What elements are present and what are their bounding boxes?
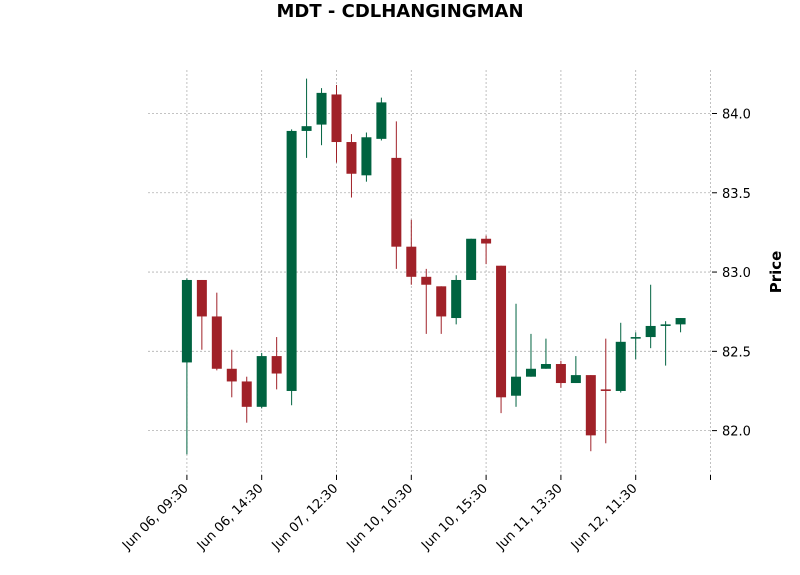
candle-body	[361, 137, 372, 176]
candle-body	[346, 142, 357, 174]
candle-body	[481, 238, 492, 244]
candle-down	[226, 349, 237, 398]
x-tick-label: Jun 06, 14:30	[194, 481, 267, 554]
candle-body	[211, 316, 222, 369]
y-tick-label: 82.5	[722, 345, 751, 360]
candle-down	[241, 376, 252, 423]
candle-down	[436, 286, 447, 334]
candle-layer	[181, 78, 686, 455]
candle-up	[525, 333, 536, 377]
candle-down	[391, 121, 402, 269]
candle-up	[316, 88, 327, 146]
candle-body	[406, 246, 417, 277]
candle-up	[615, 322, 626, 393]
y-tick-label: 83.5	[722, 187, 751, 202]
x-tick-label: Jun 06, 09:30	[119, 481, 192, 554]
x-tick-label: Jun 10, 10:30	[343, 481, 416, 554]
candle-body	[226, 368, 237, 382]
candle-up	[301, 78, 312, 158]
y-tick-label: 82.0	[722, 425, 751, 440]
candle-body	[511, 376, 522, 396]
candle-body	[675, 318, 686, 325]
candle-body	[525, 368, 536, 377]
candle-up	[181, 278, 192, 455]
x-tick-label: Jun 12, 11:30	[568, 481, 641, 554]
candle-body	[271, 356, 282, 374]
candle-body	[331, 94, 342, 143]
candle-up	[570, 356, 581, 384]
candle-up	[511, 303, 522, 407]
y-axis-label: Price	[767, 251, 785, 294]
candle-body	[376, 102, 387, 139]
candle-body	[286, 130, 297, 391]
candle-body	[421, 276, 432, 285]
candle-up	[675, 318, 686, 333]
candle-down	[271, 337, 282, 390]
candle-down	[211, 292, 222, 371]
candle-body	[301, 126, 312, 131]
candle-up	[660, 321, 671, 366]
candle-down	[331, 84, 342, 163]
candle-body	[570, 375, 581, 384]
y-tick-label: 84.0	[722, 107, 751, 122]
candle-body	[660, 324, 671, 326]
candle-body	[555, 364, 566, 384]
candle-up	[630, 332, 641, 360]
candle-body	[451, 279, 462, 319]
candle-body	[391, 157, 402, 247]
grid-layer	[148, 70, 712, 475]
candle-up	[540, 338, 551, 369]
candle-body	[436, 286, 447, 317]
x-tick-label: Jun 07, 12:30	[269, 481, 342, 554]
candle-down	[496, 265, 507, 414]
candle-body	[241, 381, 252, 407]
candle-up	[361, 132, 372, 182]
candle-up	[645, 284, 656, 349]
candle-up	[286, 129, 297, 406]
chart-title: MDT - CDLHANGINGMAN	[276, 1, 523, 22]
candle-up	[466, 238, 477, 280]
candle-body	[496, 265, 507, 398]
candle-down	[585, 375, 596, 452]
candle-down	[481, 235, 492, 265]
candle-up	[451, 275, 462, 325]
candle-body	[585, 375, 596, 436]
x-tick-label: Jun 10, 15:30	[418, 481, 491, 554]
candle-up	[376, 97, 387, 141]
candle-down	[346, 134, 357, 198]
candle-down	[600, 338, 611, 444]
candle-body	[600, 389, 611, 391]
candle-body	[630, 337, 641, 339]
candle-down	[421, 268, 432, 334]
candle-body	[540, 364, 551, 369]
candle-down	[196, 279, 207, 350]
y-tick-label: 83.0	[722, 266, 751, 281]
x-tick-label: Jun 11, 13:30	[493, 481, 566, 554]
candle-body	[645, 325, 656, 338]
candle-up	[256, 352, 267, 409]
candle-body	[466, 238, 477, 280]
candle-down	[555, 360, 566, 388]
candle-down	[406, 219, 417, 285]
candle-body	[316, 92, 327, 125]
candle-body	[181, 279, 192, 363]
candle-body	[196, 279, 207, 317]
candle-body	[615, 341, 626, 391]
candle-body	[256, 356, 267, 407]
